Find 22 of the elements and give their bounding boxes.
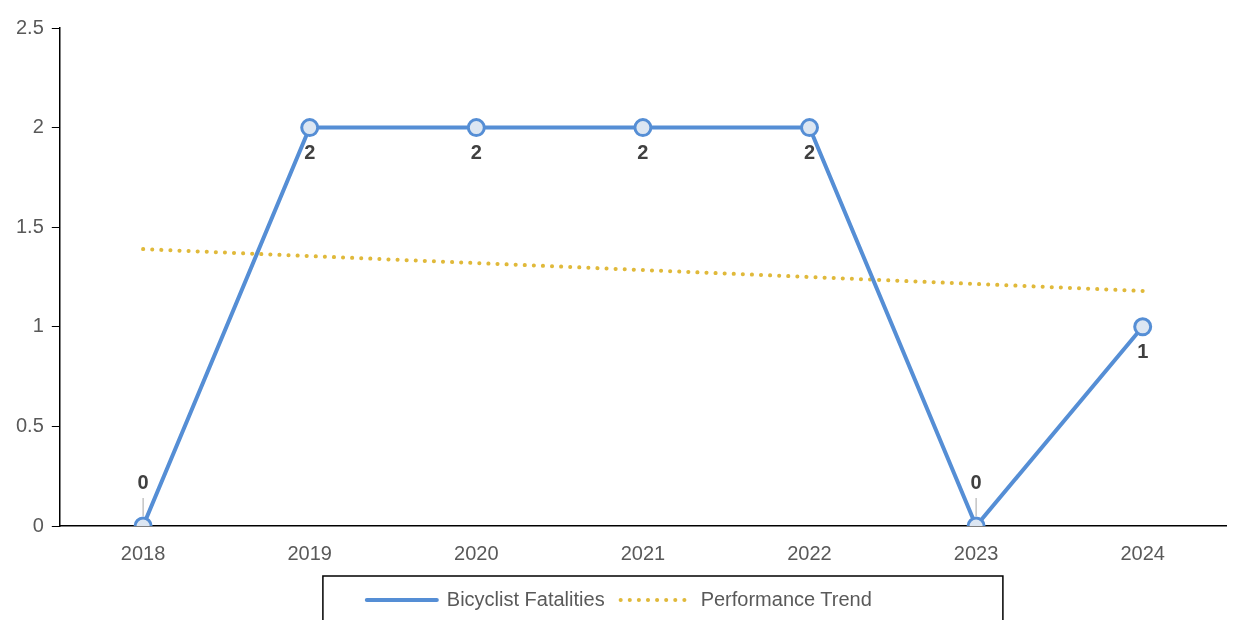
data-label: 0 [970,470,982,493]
x-tick-label: 2020 [454,541,499,564]
x-tick-label: 2019 [287,541,332,564]
data-label: 1 [1137,340,1149,363]
legend-label: Performance Trend [700,587,872,610]
y-tick-label: 0 [32,513,44,536]
data-label: 0 [137,470,149,493]
x-tick-label: 2022 [787,541,832,564]
data-label: 2 [304,141,316,164]
y-tick-label: 0.5 [15,413,44,436]
y-tick-label: 1 [32,314,44,337]
legend-label: Bicyclist Fatalities [446,587,605,610]
data-label: 2 [470,141,482,164]
y-tick-label: 1.5 [15,214,44,237]
data-label: 2 [803,141,816,164]
x-tick-label: 2018 [120,541,166,564]
y-tick-label: 2.5 [15,15,44,38]
y-tick-label: 2 [32,115,44,138]
x-tick-label: 2024 [1120,541,1165,564]
data-label: 2 [637,141,649,164]
x-tick-label: 2021 [620,541,666,564]
x-tick-label: 2023 [953,541,999,564]
